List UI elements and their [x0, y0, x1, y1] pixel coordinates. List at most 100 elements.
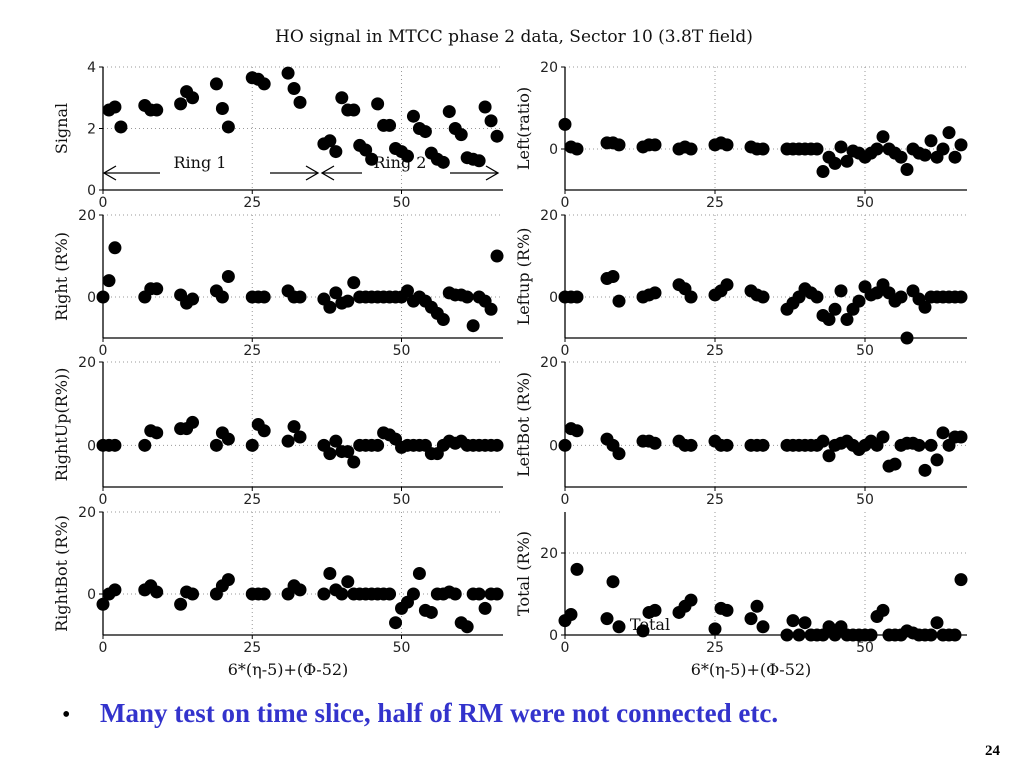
y-tick-label: 0	[87, 290, 96, 306]
data-point	[786, 614, 800, 628]
data-point	[186, 587, 200, 601]
x-tick-label: 0	[99, 640, 108, 656]
data-point	[648, 138, 662, 152]
data-point	[918, 148, 932, 162]
data-point	[460, 620, 474, 634]
data-point	[150, 282, 164, 296]
data-point	[780, 628, 794, 642]
data-point	[108, 438, 122, 452]
data-point	[756, 438, 770, 452]
data-point	[564, 608, 578, 621]
x-tick-label: 25	[706, 195, 724, 211]
y-axis-label: Signal	[52, 103, 71, 154]
data-point	[257, 77, 271, 91]
data-point	[684, 593, 698, 607]
data-point	[257, 290, 271, 304]
data-point	[257, 424, 271, 438]
data-point	[888, 457, 902, 471]
data-point	[102, 274, 116, 288]
x-tick-label: 25	[706, 492, 724, 508]
data-point	[293, 583, 307, 597]
data-point	[900, 331, 914, 345]
data-point	[490, 587, 504, 601]
data-point	[876, 603, 890, 617]
data-point	[221, 573, 235, 587]
data-point	[323, 134, 337, 148]
data-point	[371, 97, 385, 111]
bullet-marker: •	[62, 702, 70, 728]
data-point	[335, 587, 349, 601]
data-point	[150, 103, 164, 117]
data-point	[954, 430, 968, 444]
data-point	[412, 567, 426, 580]
data-point	[684, 438, 698, 452]
data-point	[924, 134, 938, 148]
y-axis-label: RightBot (R%)	[52, 515, 71, 632]
data-point	[570, 142, 584, 156]
data-point	[894, 290, 908, 304]
data-point	[287, 82, 301, 96]
data-point	[810, 142, 824, 156]
x-tick-label: 50	[393, 343, 411, 359]
data-point	[756, 142, 770, 156]
x-tick-label: 50	[393, 492, 411, 508]
data-point	[406, 109, 420, 123]
data-point	[816, 434, 830, 448]
data-point	[138, 438, 152, 452]
data-point	[612, 620, 626, 634]
data-point	[636, 624, 650, 638]
data-point	[359, 143, 373, 157]
data-point	[293, 430, 307, 444]
data-point	[558, 117, 572, 131]
data-point	[335, 91, 349, 105]
data-point	[323, 567, 337, 580]
data-point	[930, 616, 944, 630]
data-point	[684, 142, 698, 156]
data-point	[828, 302, 842, 316]
data-point	[186, 292, 200, 306]
data-point	[150, 426, 164, 440]
ring-arrows	[102, 165, 500, 181]
data-point	[828, 156, 842, 170]
data-point	[341, 445, 355, 459]
x-tick-label: 50	[856, 343, 874, 359]
page-number: 24	[985, 743, 1001, 759]
data-point	[840, 313, 854, 327]
data-point	[281, 66, 295, 80]
y-tick-label: 0	[87, 183, 96, 199]
x-tick-label: 25	[243, 343, 261, 359]
data-point	[174, 597, 188, 611]
data-point	[472, 154, 486, 168]
data-point	[329, 145, 343, 159]
y-tick-label: 0	[87, 587, 96, 603]
data-point	[930, 453, 944, 467]
data-point	[383, 118, 397, 132]
y-tick-label: 0	[87, 438, 96, 454]
x-tick-label: 25	[243, 195, 261, 211]
data-point	[756, 290, 770, 304]
data-point	[936, 426, 950, 440]
data-point	[323, 447, 337, 461]
data-point	[484, 114, 498, 128]
data-point	[954, 138, 968, 152]
data-point	[96, 597, 110, 611]
data-point	[221, 120, 235, 134]
x-axis-label: 6*(η-5)+(Φ-52)	[228, 660, 349, 679]
x-tick-label: 50	[856, 195, 874, 211]
data-point	[792, 628, 806, 642]
data-point	[756, 620, 770, 634]
data-point	[840, 154, 854, 168]
x-tick-label: 0	[99, 492, 108, 508]
data-point	[490, 249, 504, 263]
data-point	[329, 434, 343, 448]
x-tick-label: 25	[243, 640, 261, 656]
y-tick-label: 20	[540, 60, 558, 76]
data-point	[648, 286, 662, 300]
y-tick-label: 20	[540, 546, 558, 562]
data-point	[365, 152, 379, 166]
annotation: Ring 1	[174, 153, 227, 172]
data-point	[870, 142, 884, 156]
x-axis-label: 6*(η-5)+(Φ-52)	[691, 660, 812, 679]
x-tick-label: 0	[561, 343, 570, 359]
y-tick-label: 20	[540, 208, 558, 224]
